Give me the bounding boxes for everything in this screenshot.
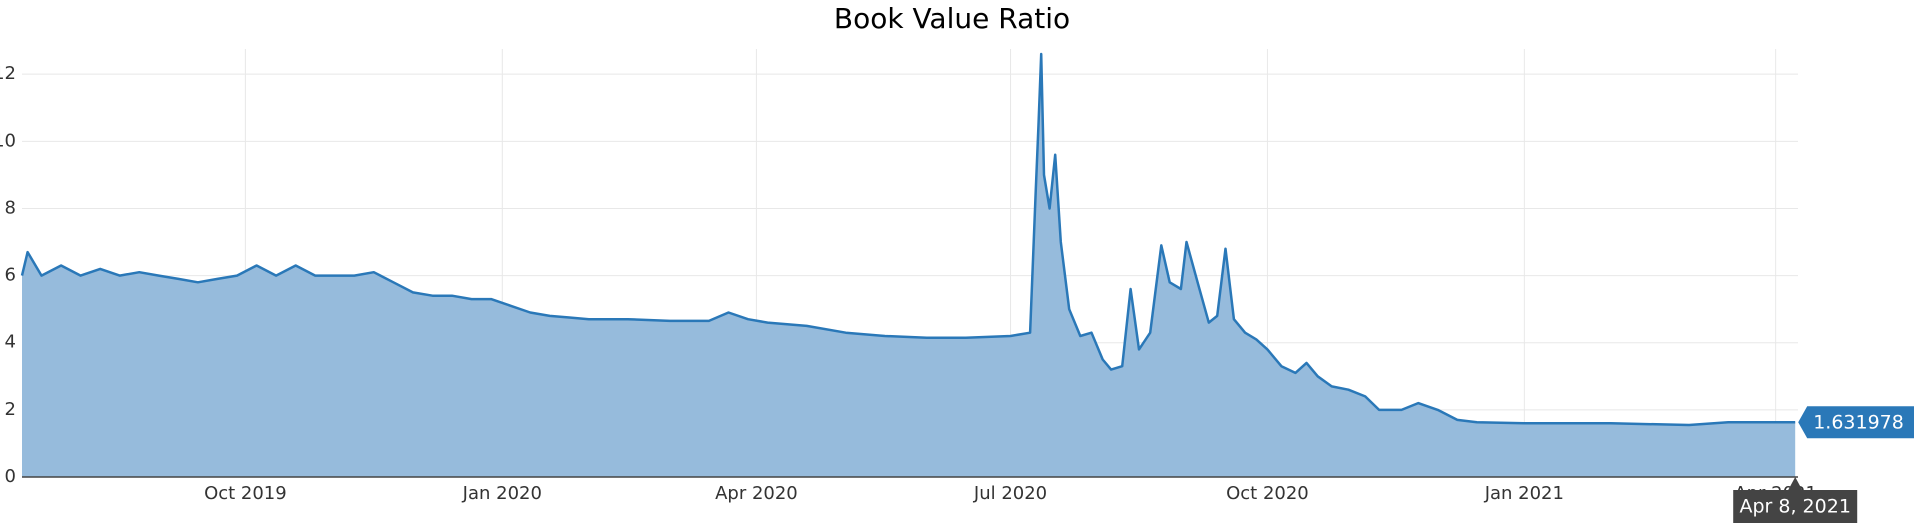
x-tick-label: Jan 2021	[1484, 483, 1564, 504]
hover-value-box	[1798, 406, 1914, 439]
y-tick-label: 10	[0, 130, 16, 151]
hover-date-label: Apr 8, 2021	[1739, 496, 1850, 518]
chart-title: Book Value Ratio	[834, 2, 1070, 35]
y-tick-label: 2	[5, 399, 16, 420]
y-tick-label: 0	[5, 466, 16, 487]
line	[20, 52, 1796, 427]
hover-date-box	[1733, 477, 1858, 523]
x-tick-label: Jul 2020	[973, 483, 1047, 504]
area	[22, 54, 1796, 477]
x-tick-label: Oct 2019	[204, 483, 287, 504]
y-tick-label: 12	[0, 63, 16, 84]
x-tick-label: Oct 2020	[1226, 483, 1309, 504]
y-tick-label: 6	[5, 265, 16, 286]
y-tick-label: 8	[5, 197, 16, 218]
x-tick-label: Jan 2020	[462, 483, 542, 504]
y-tick-label: 4	[5, 332, 16, 353]
x-tick-label: Apr 2020	[715, 483, 798, 504]
hover-value-label: 1.631978	[1813, 412, 1904, 434]
